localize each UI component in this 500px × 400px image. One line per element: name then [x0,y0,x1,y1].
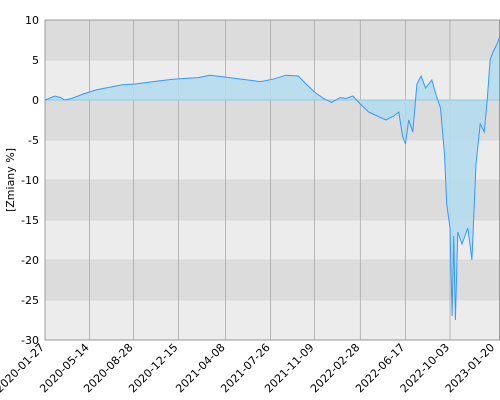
y-tick-label: -30 [21,334,39,347]
grid-band [45,300,500,340]
y-tick-label: -20 [21,254,39,267]
area-fill [45,36,500,320]
grid-band [45,100,500,140]
grid-band [45,20,500,60]
grid-band [45,260,500,300]
grid-band [45,220,500,260]
y-tick-label: -10 [21,174,39,187]
y-tick-label: 0 [32,94,39,107]
y-tick-label: -25 [21,294,39,307]
y-tick-label: -5 [28,134,39,147]
y-tick-label: 5 [32,54,39,67]
grid-band [45,140,500,180]
grid-band [45,180,500,220]
y-tick-label: -15 [21,214,39,227]
series-line [44,35,500,321]
y-axis-label: [Zmiany %] [4,148,17,212]
y-tick-label: 10 [25,14,39,27]
